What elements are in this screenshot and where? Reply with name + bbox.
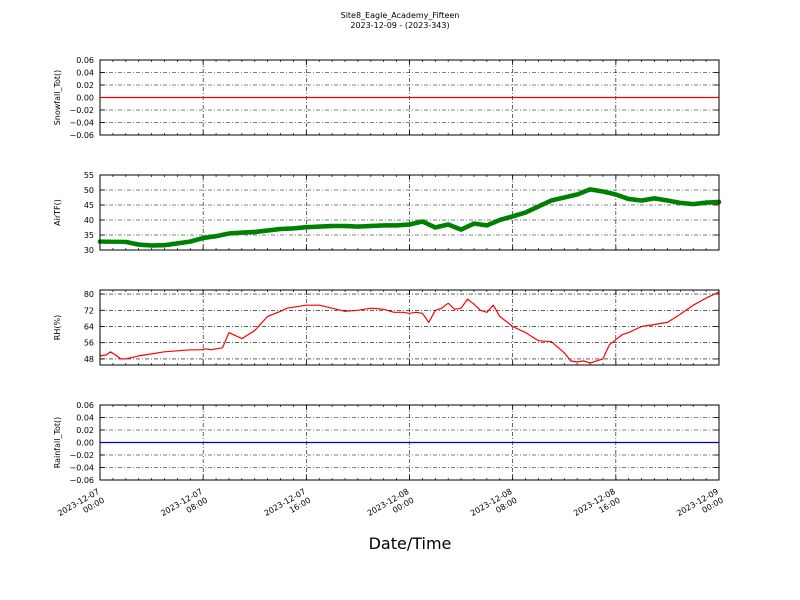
subplot-3: 48 56 64 72 80 RH(%)	[53, 289, 720, 366]
x-axis-label: Date/Time	[368, 534, 452, 553]
y-tick-label: −0.06	[69, 131, 94, 140]
chart-title: Site8_Eagle_Academy_Fifteen	[340, 11, 460, 20]
y-tick-label: −0.02	[69, 106, 94, 115]
y-axis-label: RH(%)	[53, 315, 62, 340]
plot-frame	[99, 174, 720, 251]
y-tick-label: −0.06	[69, 476, 94, 485]
y-tick-label: 0.06	[76, 401, 94, 410]
subplot-2: 30 35 40 45 50 55 AirTF()	[53, 171, 722, 255]
subplot-4: −0.06 −0.04 −0.02 0.00 0.02 0.04 0.06 Rainfall_…	[53, 401, 725, 518]
series-line	[99, 291, 720, 364]
y-tick-label: 0.02	[76, 426, 94, 435]
y-tick-label: 0.00	[76, 94, 94, 103]
y-tick-label: 0.02	[76, 81, 94, 90]
plot-frame	[99, 59, 720, 136]
y-tick-label: 0.00	[76, 439, 94, 448]
y-tick-label: 0.04	[76, 69, 94, 78]
chart-subtitle: 2023-12-09 - (2023-343)	[350, 21, 450, 30]
plot-frame	[99, 404, 720, 481]
y-tick-label: −0.04	[69, 119, 94, 128]
y-tick-label: 0.06	[76, 56, 94, 65]
y-tick-label: 0.04	[76, 414, 94, 423]
y-tick-label: 80	[84, 290, 94, 299]
y-tick-label: 35	[84, 231, 94, 240]
y-axis-label: AirTF()	[53, 199, 62, 226]
plot-frame	[99, 289, 720, 366]
y-tick-label: 56	[84, 339, 94, 348]
y-tick-label: 48	[84, 355, 94, 364]
y-tick-label: 72	[84, 306, 94, 315]
y-tick-label: 45	[84, 201, 94, 210]
subplot-1: −0.06 −0.04 −0.02 0.00 0.02 0.04 0.06 Snowfall_…	[53, 56, 720, 140]
y-tick-label: 50	[84, 186, 94, 195]
y-tick-label: 64	[84, 322, 94, 331]
y-tick-label: −0.04	[69, 464, 94, 473]
y-tick-label: 30	[84, 246, 94, 255]
y-axis-label: Rainfall_Tot()	[53, 417, 62, 469]
y-tick-label: 55	[84, 171, 94, 180]
y-axis-label: Snowfall_Tot()	[53, 70, 62, 126]
y-tick-label: −0.02	[69, 451, 94, 460]
y-tick-label: 40	[84, 216, 94, 225]
